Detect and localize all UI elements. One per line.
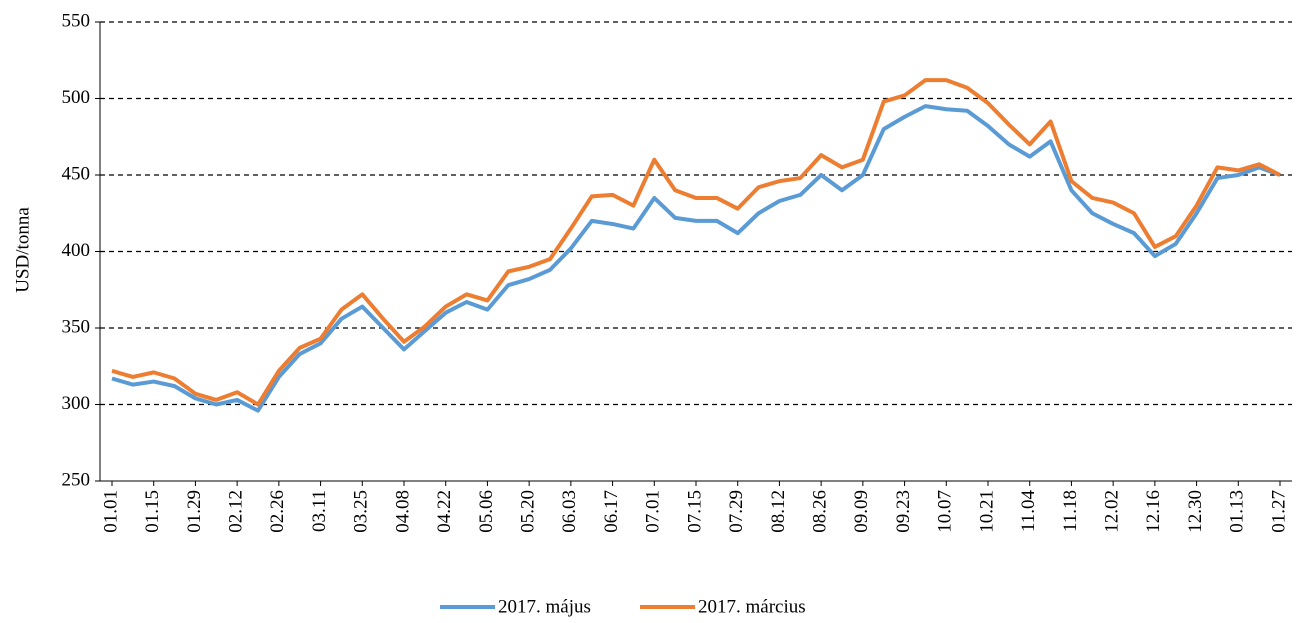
- x-tick-label: 01.15: [142, 490, 163, 533]
- x-tick-label: 06.17: [601, 490, 622, 533]
- line-series: [111, 104, 1281, 413]
- x-tick-label: 07.01: [643, 490, 664, 533]
- x-tick-label: 03.25: [351, 490, 372, 533]
- y-axis-label: USD/tonna: [12, 207, 33, 293]
- x-tick-label: 10.21: [976, 490, 997, 533]
- x-tick-label: 01.13: [1227, 490, 1248, 533]
- x-tick-label: 07.15: [684, 490, 705, 533]
- x-tick-label: 03.11: [309, 490, 330, 532]
- y-tick-label: 550: [62, 10, 91, 31]
- x-tick-label: 05.20: [518, 490, 539, 533]
- x-tick-label: 02.12: [226, 490, 247, 533]
- line-series: [111, 78, 1281, 407]
- x-tick-label: 08.12: [768, 490, 789, 533]
- x-tick-label: 09.23: [893, 490, 914, 533]
- x-tick-label: 11.18: [1060, 490, 1081, 532]
- y-tick-label: 250: [62, 469, 91, 490]
- y-tick-label: 400: [62, 240, 91, 261]
- x-tick-label: 04.08: [392, 490, 413, 533]
- x-tick-label: 09.09: [851, 490, 872, 533]
- x-tick-label: 05.06: [476, 490, 497, 533]
- x-tick-label: 08.26: [810, 490, 831, 533]
- x-tick-label: 01.01: [100, 490, 121, 533]
- x-tick-label: 12.30: [1185, 490, 1206, 533]
- x-tick-label: 07.29: [726, 490, 747, 533]
- y-tick-label: 500: [62, 87, 91, 108]
- y-tick-label: 300: [62, 393, 91, 414]
- legend-label: 2017. március: [698, 596, 806, 617]
- y-tick-label: 350: [62, 316, 91, 337]
- x-tick-label: 12.02: [1102, 490, 1123, 533]
- x-tick-label: 06.03: [559, 490, 580, 533]
- x-tick-label: 04.22: [434, 490, 455, 533]
- x-tick-label: 11.04: [1018, 490, 1039, 533]
- x-tick-label: 10.07: [935, 490, 956, 533]
- x-tick-label: 12.16: [1143, 490, 1164, 533]
- x-tick-label: 02.26: [267, 490, 288, 533]
- legend-label: 2017. május: [498, 596, 591, 617]
- x-tick-label: 01.27: [1268, 490, 1289, 533]
- y-tick-label: 450: [62, 163, 91, 184]
- x-tick-label: 01.29: [184, 490, 205, 533]
